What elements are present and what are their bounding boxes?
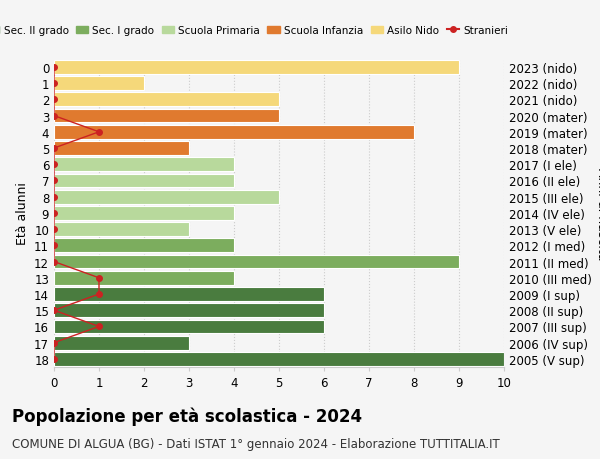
Text: COMUNE DI ALGUA (BG) - Dati ISTAT 1° gennaio 2024 - Elaborazione TUTTITALIA.IT: COMUNE DI ALGUA (BG) - Dati ISTAT 1° gen… bbox=[12, 437, 500, 450]
Y-axis label: Anni di nascita: Anni di nascita bbox=[595, 167, 600, 260]
Bar bbox=[54, 320, 324, 334]
Bar bbox=[54, 158, 234, 172]
Bar bbox=[54, 77, 144, 91]
Bar bbox=[54, 142, 189, 156]
Bar bbox=[54, 271, 234, 285]
Bar bbox=[54, 287, 324, 301]
Bar bbox=[54, 61, 459, 75]
Bar bbox=[54, 304, 324, 318]
Bar bbox=[54, 336, 189, 350]
Y-axis label: Età alunni: Età alunni bbox=[16, 182, 29, 245]
Bar bbox=[54, 190, 279, 204]
Bar bbox=[54, 239, 234, 253]
Text: Popolazione per età scolastica - 2024: Popolazione per età scolastica - 2024 bbox=[12, 406, 362, 425]
Bar bbox=[54, 352, 504, 366]
Legend: Sec. II grado, Sec. I grado, Scuola Primaria, Scuola Infanzia, Asilo Nido, Stran: Sec. II grado, Sec. I grado, Scuola Prim… bbox=[0, 22, 512, 40]
Bar bbox=[54, 93, 279, 107]
Bar bbox=[54, 255, 459, 269]
Bar bbox=[54, 109, 279, 123]
Bar bbox=[54, 207, 234, 220]
Bar bbox=[54, 126, 414, 140]
Bar bbox=[54, 223, 189, 236]
Bar bbox=[54, 174, 234, 188]
